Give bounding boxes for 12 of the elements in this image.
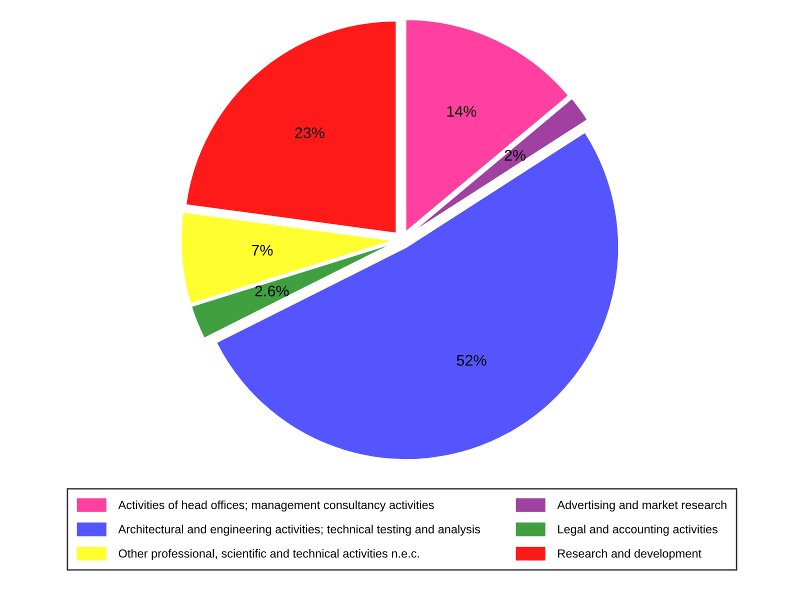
legend-label: Advertising and market research xyxy=(557,500,726,512)
legend-label: Activities of head offices; management consultancy activities xyxy=(118,500,434,512)
legend-label: Architectural and engineering activities; technical testing and analysis xyxy=(118,524,480,536)
legend-label: Legal and accounting activities xyxy=(558,524,718,536)
data-label: 2.6% xyxy=(255,286,289,296)
data-label: 7% xyxy=(252,244,273,256)
data-label: 23% xyxy=(295,127,324,138)
legend-label: Research and development xyxy=(558,549,702,560)
legend-label: Other professional, scientific and technical activities n.e.c. xyxy=(118,549,419,560)
data-label: 52% xyxy=(456,354,486,366)
data-label: 2% xyxy=(504,150,526,161)
data-label: 14% xyxy=(447,106,476,117)
